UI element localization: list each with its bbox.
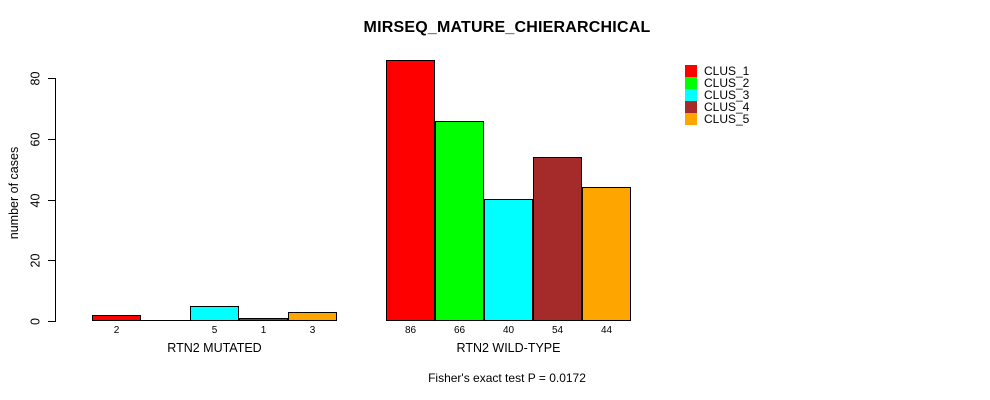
y-tick-mark	[48, 78, 55, 79]
legend-label: CLUS_1	[704, 64, 750, 78]
chart-title: MIRSEQ_MATURE_CHIERARCHICAL	[363, 19, 651, 36]
bar-value-label: 44	[600, 325, 613, 336]
legend-swatch-clus_5	[685, 113, 697, 125]
bar-clus_5-group1	[288, 312, 337, 321]
bar-clus_1-group1	[92, 315, 141, 321]
bar-clus_3-group2	[484, 199, 533, 321]
annotation-text: Fisher's exact test P = 0.0172	[428, 371, 586, 385]
y-tick-mark	[48, 200, 55, 201]
y-axis-line	[55, 78, 56, 322]
bar-value-label: 40	[502, 325, 515, 336]
bar-clus_2-group1	[141, 320, 190, 321]
y-tick-label: 0	[28, 318, 43, 325]
legend-swatch-clus_2	[685, 77, 697, 89]
bar-value-label: 66	[453, 325, 466, 336]
bar-clus_3-group1	[190, 306, 239, 321]
legend-label: CLUS_2	[704, 76, 750, 90]
y-tick-mark	[48, 321, 55, 322]
bar-value-label: 86	[404, 325, 417, 336]
legend-item: CLUS_3	[685, 89, 749, 101]
legend-item: CLUS_5	[685, 113, 749, 125]
y-tick-label: 20	[28, 253, 43, 268]
legend-item: CLUS_2	[685, 77, 749, 89]
legend-label: CLUS_3	[704, 88, 750, 102]
bar-clus_5-group2	[582, 187, 631, 321]
y-tick-mark	[48, 260, 55, 261]
y-tick-mark	[48, 139, 55, 140]
legend-swatch-clus_1	[685, 65, 697, 77]
bar-clus_2-group2	[435, 121, 484, 321]
y-tick-label: 60	[28, 132, 43, 147]
legend-label: CLUS_5	[704, 112, 750, 126]
bar-clus_4-group1	[239, 318, 288, 321]
bar-value-label: 3	[309, 325, 316, 336]
y-tick-label: 80	[28, 71, 43, 86]
y-tick-label: 40	[28, 193, 43, 208]
legend-item: CLUS_4	[685, 101, 749, 113]
legend: CLUS_1 CLUS_2 CLUS_3 CLUS_4 CLUS_5	[685, 65, 749, 125]
x-axis-group-label: RTN2 MUTATED	[167, 341, 262, 355]
legend-item: CLUS_1	[685, 65, 749, 77]
legend-label: CLUS_4	[704, 100, 750, 114]
legend-swatch-clus_4	[685, 101, 697, 113]
bar-value-label: 1	[260, 325, 267, 336]
bar-value-label: 54	[551, 325, 564, 336]
x-axis-group-label: RTN2 WILD-TYPE	[456, 341, 561, 355]
legend-swatch-clus_3	[685, 89, 697, 101]
bar-clus_4-group2	[533, 157, 582, 321]
y-axis-title: number of cases	[7, 146, 21, 240]
bar-value-label: 5	[211, 325, 218, 336]
bar-clus_1-group2	[386, 60, 435, 321]
bar-value-label: 2	[113, 325, 120, 336]
